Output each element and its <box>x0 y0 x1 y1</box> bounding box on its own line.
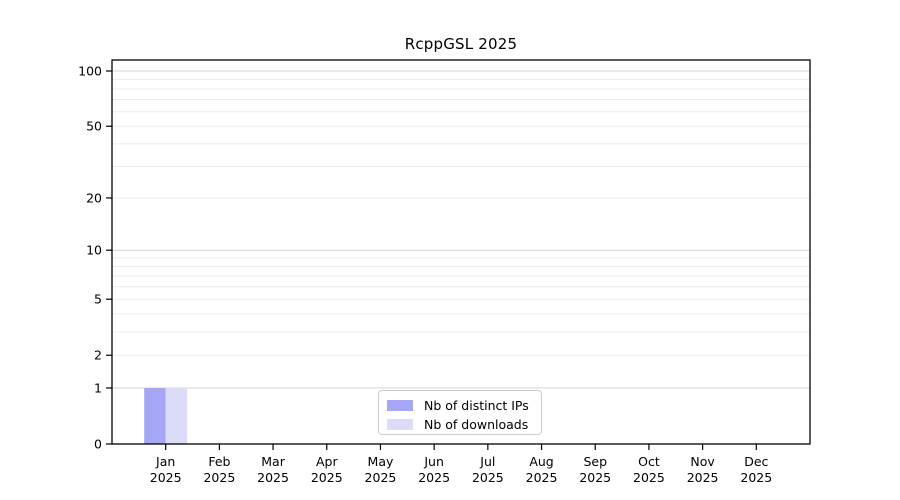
y-tick-label: 0 <box>94 437 102 452</box>
bar-nb-of-downloads-jan <box>165 387 188 444</box>
y-tick-label: 5 <box>94 292 102 307</box>
x-tick-label-month: Apr <box>316 454 338 469</box>
x-tick-label-year: 2025 <box>257 470 289 485</box>
legend-item-downloads: Nb of downloads <box>387 415 541 434</box>
plot-border <box>111 59 811 445</box>
x-tick-label-year: 2025 <box>203 470 235 485</box>
y-tick-label: 2 <box>94 348 102 363</box>
x-tick-label-year: 2025 <box>418 470 450 485</box>
x-tick-label-month: Feb <box>208 454 230 469</box>
x-tick-label-year: 2025 <box>740 470 772 485</box>
y-tick-label: 10 <box>86 243 102 258</box>
legend: Nb of distinct IPs Nb of downloads <box>378 390 542 435</box>
x-tick-label-year: 2025 <box>472 470 504 485</box>
x-tick-label-month: Aug <box>529 454 553 469</box>
x-tick-label-month: Dec <box>744 454 768 469</box>
x-tick-label-month: Mar <box>261 454 285 469</box>
x-tick-label-year: 2025 <box>633 470 665 485</box>
x-tick-label-year: 2025 <box>687 470 719 485</box>
y-tick-label: 20 <box>86 190 102 205</box>
x-tick-label-month: Sep <box>583 454 607 469</box>
legend-label-1: Nb of downloads <box>424 417 529 432</box>
legend-swatch-1 <box>387 419 413 430</box>
legend-label-0: Nb of distinct IPs <box>424 398 529 413</box>
x-tick-label-year: 2025 <box>526 470 558 485</box>
bar-nb-of-distinct-ips-jan <box>144 387 166 444</box>
x-tick-label-year: 2025 <box>150 470 182 485</box>
legend-item-distinct-ips: Nb of distinct IPs <box>387 396 541 415</box>
x-tick-label-month: Oct <box>638 454 660 469</box>
x-tick-label-year: 2025 <box>579 470 611 485</box>
y-tick-label: 50 <box>86 119 102 134</box>
x-tick-label-month: May <box>368 454 394 469</box>
chart-title: RcppGSL 2025 <box>404 35 518 53</box>
x-tick-label-month: Jan <box>155 454 175 469</box>
x-tick-label-month: Jun <box>423 454 444 469</box>
x-tick-label-month: Nov <box>690 454 715 469</box>
x-tick-label-month: Jul <box>479 454 495 469</box>
legend-swatch-0 <box>387 400 413 411</box>
x-tick-label-year: 2025 <box>365 470 397 485</box>
y-tick-label: 1 <box>94 380 102 395</box>
y-tick-label: 100 <box>78 64 102 79</box>
x-tick-label-year: 2025 <box>311 470 343 485</box>
